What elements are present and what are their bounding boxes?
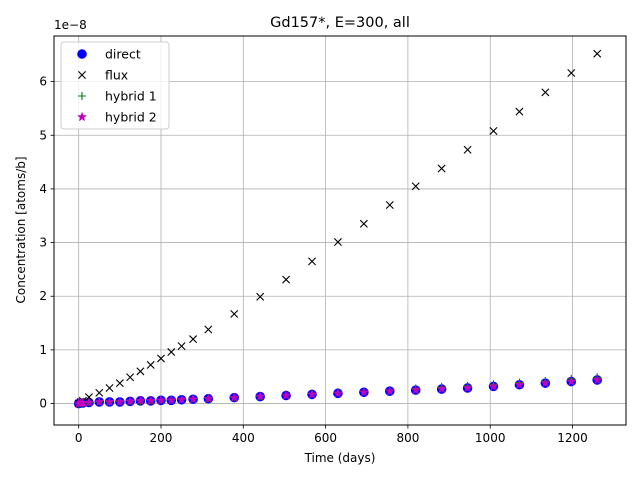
data-point-flux bbox=[463, 145, 472, 154]
x-axis-label: Time (days) bbox=[304, 451, 376, 465]
series-flux bbox=[74, 49, 602, 408]
data-point-hybrid-2 bbox=[104, 396, 115, 407]
data-point-flux bbox=[411, 182, 420, 191]
data-point-hybrid-2 bbox=[540, 377, 551, 388]
legend-label: hybrid 2 bbox=[105, 110, 157, 125]
y-tick-label: 5 bbox=[39, 128, 47, 142]
data-point-hybrid-2 bbox=[592, 374, 603, 385]
data-point-flux bbox=[177, 342, 186, 351]
data-point-hybrid-2 bbox=[514, 379, 525, 390]
data-point-hybrid-2 bbox=[125, 396, 136, 406]
data-point-flux bbox=[136, 367, 145, 376]
data-point-hybrid-2 bbox=[166, 395, 177, 405]
chart-title: Gd157*, E=300, all bbox=[270, 15, 410, 31]
data-point-hybrid-2 bbox=[332, 388, 343, 398]
x-axis-ticks: 0 200 400 600 800 1000 1200 bbox=[75, 425, 588, 445]
data-point-hybrid-2 bbox=[488, 381, 499, 391]
data-point-hybrid-2 bbox=[255, 391, 266, 401]
data-point-flux bbox=[359, 219, 368, 228]
y-axis-label: Concentration [atoms/b] bbox=[14, 156, 28, 303]
data-point-hybrid-2 bbox=[145, 395, 156, 406]
data-point-hybrid-2 bbox=[229, 392, 240, 402]
x-tick-label: 0 bbox=[75, 431, 83, 445]
data-point-flux bbox=[84, 393, 93, 402]
x-tick-label: 600 bbox=[314, 431, 337, 445]
data-point-flux bbox=[515, 107, 524, 116]
data-point-flux bbox=[567, 69, 576, 78]
y-tick-label: 4 bbox=[39, 182, 47, 196]
x-tick-label: 1200 bbox=[557, 431, 588, 445]
data-point-hybrid-2 bbox=[306, 389, 318, 399]
data-point-hybrid-2 bbox=[410, 384, 421, 395]
data-point-flux bbox=[105, 383, 114, 392]
plot-data bbox=[73, 49, 603, 409]
data-point-flux bbox=[333, 238, 342, 247]
data-point-flux bbox=[204, 325, 213, 334]
data-point-hybrid-2 bbox=[188, 393, 199, 404]
data-point-flux bbox=[437, 164, 446, 173]
data-point-flux bbox=[385, 201, 394, 210]
legend: direct flux hybrid 1 hybrid 2 bbox=[60, 41, 170, 130]
y-tick-label: 1 bbox=[39, 343, 47, 357]
data-point-hybrid-2 bbox=[94, 396, 105, 407]
data-point-hybrid-2 bbox=[83, 397, 95, 407]
legend-marker-hybrid-1 bbox=[78, 92, 86, 100]
y-axis-ticks: 0 1 2 3 4 5 6 bbox=[39, 75, 54, 411]
data-point-flux bbox=[230, 309, 239, 318]
x-tick-label: 1000 bbox=[475, 431, 506, 445]
data-point-flux bbox=[146, 360, 155, 369]
data-point-hybrid-2 bbox=[176, 394, 187, 405]
legend-label: hybrid 1 bbox=[105, 89, 157, 104]
data-point-flux bbox=[115, 379, 124, 388]
data-point-flux bbox=[167, 348, 176, 357]
data-point-flux bbox=[593, 49, 602, 58]
data-point-hybrid-2 bbox=[358, 386, 369, 397]
data-point-hybrid-2 bbox=[436, 383, 447, 394]
data-point-hybrid-2 bbox=[462, 382, 473, 393]
data-point-flux bbox=[157, 354, 165, 363]
legend-label: direct bbox=[105, 47, 141, 62]
data-point-hybrid-2 bbox=[281, 390, 292, 400]
y-tick-label: 6 bbox=[39, 75, 47, 89]
data-point-flux bbox=[95, 388, 104, 397]
data-point-flux bbox=[541, 88, 550, 97]
data-point-flux bbox=[256, 292, 265, 301]
y-tick-label: 2 bbox=[39, 289, 47, 303]
data-point-flux bbox=[126, 373, 135, 382]
data-point-flux bbox=[282, 275, 291, 284]
x-tick-label: 200 bbox=[150, 431, 173, 445]
legend-box bbox=[60, 41, 170, 130]
data-point-hybrid-2 bbox=[566, 376, 577, 386]
y-tick-label: 3 bbox=[39, 236, 47, 250]
data-point-hybrid-2 bbox=[114, 396, 125, 407]
y-scale-offset-label: 1e−8 bbox=[54, 18, 87, 32]
data-point-flux bbox=[308, 257, 317, 266]
legend-marker-direct bbox=[77, 49, 87, 59]
data-point-hybrid-2 bbox=[384, 385, 395, 396]
data-point-hybrid-2 bbox=[203, 393, 214, 404]
data-point-hybrid-2 bbox=[155, 395, 167, 405]
series-hybrid-2 bbox=[73, 374, 603, 408]
x-tick-label: 400 bbox=[232, 431, 255, 445]
data-point-flux bbox=[489, 126, 498, 135]
legend-label: flux bbox=[105, 68, 128, 83]
data-point-flux bbox=[189, 335, 198, 344]
plot-frame bbox=[53, 35, 627, 426]
x-tick-label: 800 bbox=[396, 431, 419, 445]
legend-marker-flux bbox=[78, 71, 86, 79]
legend-marker-hybrid-2 bbox=[76, 111, 88, 122]
y-tick-label: 0 bbox=[39, 397, 47, 411]
data-point-hybrid-2 bbox=[135, 395, 146, 406]
